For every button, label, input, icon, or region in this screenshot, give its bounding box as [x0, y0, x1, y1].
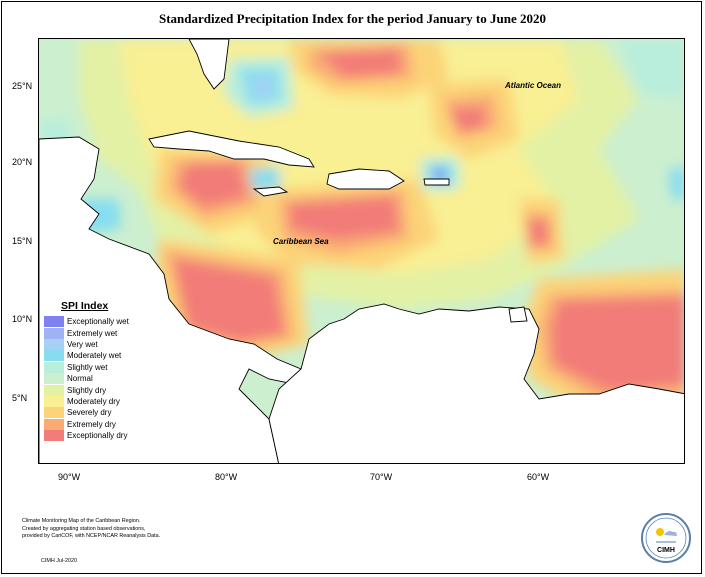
- legend-item: Extremely wet: [44, 327, 162, 339]
- lat-label: 15°N: [12, 236, 33, 246]
- legend-label: Extremely wet: [67, 328, 118, 338]
- legend-item: Normal: [44, 373, 162, 385]
- legend-label: Normal: [67, 374, 93, 384]
- legend-item: Severely dry: [44, 407, 162, 419]
- legend-swatch: [44, 350, 64, 362]
- legend-label: Severely dry: [67, 408, 112, 418]
- footer-credit: Climate Monitoring Map of the Caribbean …: [22, 518, 222, 541]
- cimh-logo: CIMH: [640, 512, 692, 564]
- legend-label: Moderately wet: [67, 351, 122, 361]
- legend-label: Moderately dry: [67, 396, 120, 406]
- legend-label: Slightly wet: [67, 362, 108, 372]
- lon-label: 60°W: [527, 472, 550, 482]
- legend-swatch: [44, 395, 64, 407]
- florida: [188, 39, 230, 90]
- legend-swatch: [44, 338, 64, 350]
- legend-label: Extremely dry: [67, 419, 116, 429]
- lat-label: 5°N: [12, 393, 28, 403]
- spi-map-canvas: [39, 39, 684, 463]
- legend-item: Moderately dry: [44, 395, 162, 407]
- atlantic-ocean-label: Atlantic Ocean: [505, 81, 562, 90]
- legend-label: Exceptionally wet: [67, 317, 129, 327]
- lat-label: 20°N: [12, 157, 33, 167]
- map-title: Standardized Precipitation Index for the…: [158, 11, 546, 26]
- footer-date: CIMH Jul-2020: [41, 558, 77, 564]
- cimh-logo-icon: CIMH: [641, 513, 691, 563]
- legend-swatch: [44, 384, 64, 396]
- legend-label: Exceptionally dry: [67, 431, 128, 441]
- lon-label: 70°W: [370, 472, 393, 482]
- logo-text: CIMH: [657, 547, 675, 554]
- hispaniola: [326, 168, 405, 190]
- legend-label: Very wet: [67, 339, 98, 349]
- legend-swatch: [44, 407, 64, 419]
- credit-line: provided by CariCOF, with NCEP/NCAR Rean…: [22, 533, 161, 539]
- cuba: [148, 130, 315, 168]
- credit-line: Created by aggregating station based obs…: [22, 525, 146, 532]
- legend-title: SPI Index: [61, 300, 109, 312]
- legend-swatch: [44, 361, 64, 373]
- lat-label: 25°N: [12, 81, 33, 91]
- legend-item: Exceptionally wet: [44, 316, 162, 328]
- legend-swatch: [44, 316, 64, 328]
- legend-item: Slightly dry: [44, 384, 162, 396]
- trinidad: [508, 306, 528, 323]
- lon-label: 90°W: [58, 472, 81, 482]
- legend-swatch: [44, 430, 64, 442]
- land-masses: [39, 39, 684, 463]
- puerto-rico: [423, 178, 450, 186]
- legend-item: Extremely dry: [44, 418, 162, 430]
- legend-swatch: [44, 327, 64, 339]
- lon-label: 80°W: [215, 472, 238, 482]
- jamaica: [252, 186, 289, 197]
- caribbean-sea-label: Caribbean Sea: [273, 237, 329, 246]
- spi-legend: SPI Index Exceptionally wet Extremely wet…: [44, 300, 162, 442]
- legend-item: Very wet: [44, 338, 162, 350]
- legend-items: Exceptionally wet Extremely wet Very wet Mo…: [44, 316, 162, 442]
- legend-item: Slightly wet: [44, 361, 162, 373]
- legend-label: Slightly dry: [67, 385, 107, 395]
- legend-item: Exceptionally dry: [44, 430, 162, 442]
- legend-swatch: [44, 418, 64, 430]
- legend-item: Moderately wet: [44, 350, 162, 362]
- central-america: [39, 136, 302, 463]
- south-america: [268, 303, 684, 463]
- credit-line: Climate Monitoring Map of the Caribbean …: [22, 518, 141, 524]
- legend-swatch: [44, 373, 64, 385]
- spi-map[interactable]: [38, 38, 685, 464]
- lat-label: 10°N: [12, 314, 33, 324]
